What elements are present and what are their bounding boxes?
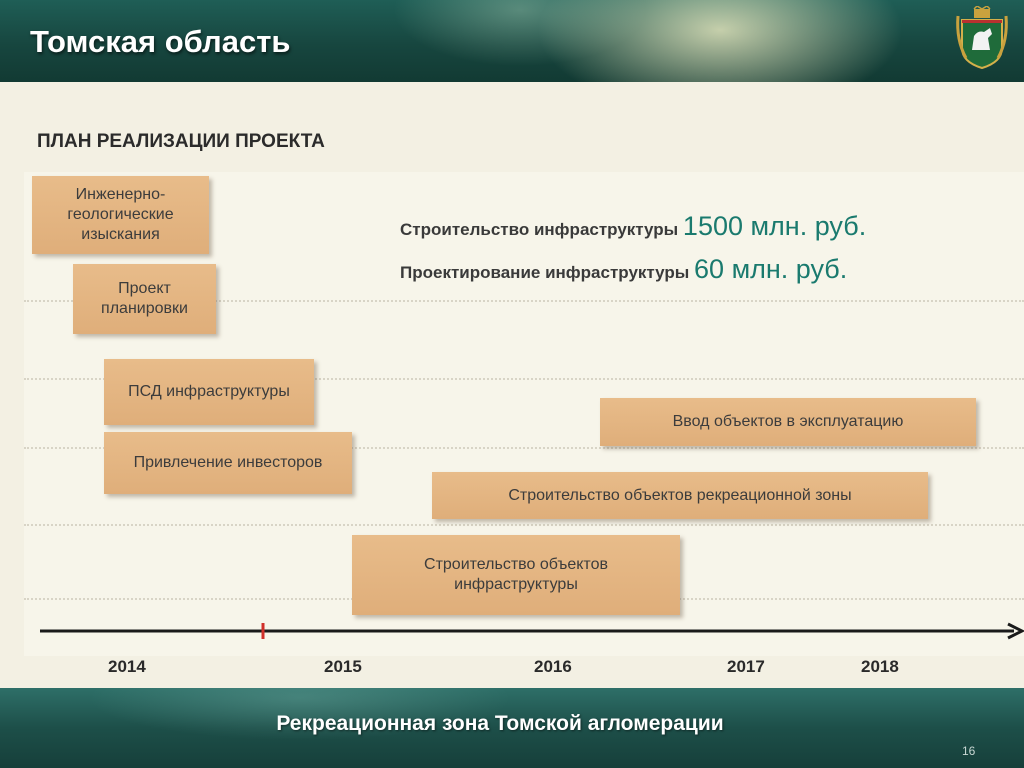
header-bar: Томская область [0,0,1024,82]
task-psd-infrastructure: ПСД инфраструктуры [104,359,314,425]
task-planning-project: Проект планировки [73,264,216,334]
grid-line [24,447,1024,449]
year-label: 2018 [861,657,899,676]
slide-title: ПЛАН РЕАЛИЗАЦИИ ПРОЕКТА [37,131,325,152]
stat-label: Строительство инфраструктуры [400,220,679,239]
task-recreation-construction: Строительство объектов рекреационной зон… [432,472,928,519]
task-infrastructure-construction: Строительство объектов инфраструктуры [352,535,680,615]
year-label: 2017 [727,657,765,676]
region-title: Томская область [30,24,291,59]
stat-infrastructure-construction: Строительство инфраструктуры 1500 млн. р… [400,211,866,242]
year-label: 2015 [324,657,362,676]
page-number: 16 [962,744,976,758]
task-commissioning: Ввод объектов в эксплуатацию [600,398,976,446]
task-investors: Привлечение инвесторов [104,432,352,494]
grid-line [24,378,1024,380]
footer-bar: Рекреационная зона Томской агломерации 1… [0,688,1024,768]
grid-line [24,524,1024,526]
year-label: 2016 [534,657,572,676]
grid-line [24,300,1024,302]
stat-infrastructure-design: Проектирование инфраструктуры 60 млн. ру… [400,254,847,285]
stat-value: 60 млн. руб. [694,254,848,284]
task-geo-survey: Инженерно- геологические изыскания [32,176,209,254]
year-label: 2014 [108,657,146,676]
stat-value: 1500 млн. руб. [682,211,867,241]
footer-title: Рекреационная зона Томской агломерации [276,712,724,735]
coat-of-arms-icon [956,6,1008,70]
stat-label: Проектирование инфраструктуры [400,263,690,282]
